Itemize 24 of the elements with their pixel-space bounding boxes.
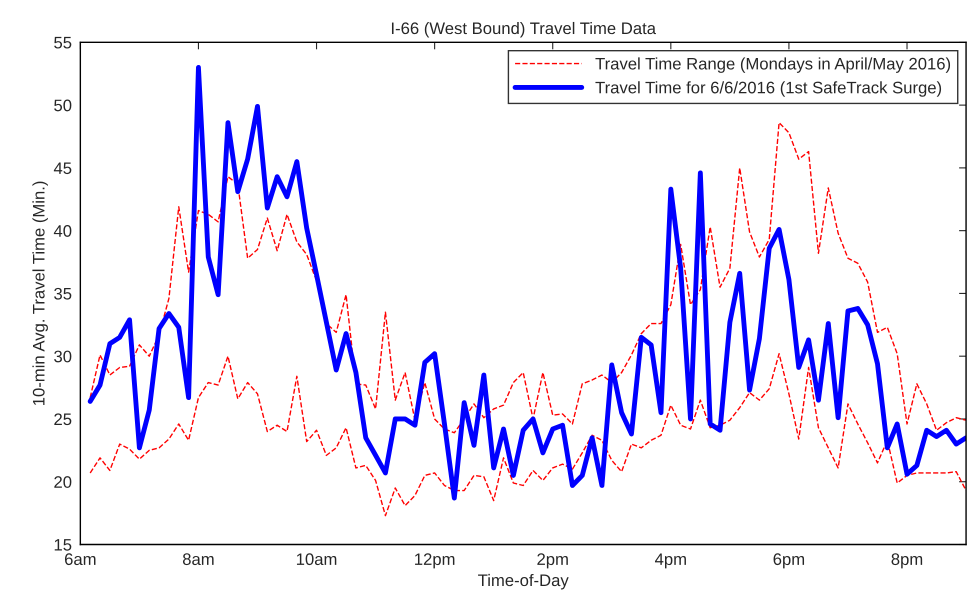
legend-label: Travel Time Range (Mondays in April/May 2016): [595, 57, 950, 73]
x-tick-label: 6pm: [774, 553, 804, 568]
y-tick-label: 20: [54, 476, 72, 488]
y-tick-label: 45: [54, 162, 72, 174]
y-tick-label: 25: [54, 413, 72, 426]
legend-label: Travel Time for 6/6/2016 (1st SafeTrack Surge): [595, 81, 942, 97]
x-axis-title: Time-of-Day: [478, 574, 569, 590]
y-tick-label: 15: [54, 539, 72, 551]
x-tick-label: 8pm: [892, 553, 922, 568]
y-tick-label: 50: [54, 100, 72, 112]
x-tick-label: 8am: [182, 553, 214, 566]
y-tick-label: 30: [54, 350, 72, 362]
line-series: [89, 352, 966, 516]
line-series: [89, 122, 966, 434]
y-tick-label: 55: [54, 36, 72, 49]
x-tick-label: 10am: [296, 553, 336, 566]
y-tick-label: 35: [54, 288, 72, 300]
chart-title: I-66 (West Bound) Travel Time Data: [392, 22, 656, 38]
x-tick-label: 2pm: [537, 553, 568, 568]
x-tick-label: 12pm: [415, 553, 454, 568]
x-tick-label: 4pm: [654, 553, 686, 568]
y-axis-title: 10-min Avg. Travel Time (Min.): [32, 182, 48, 405]
y-tick-label: 40: [54, 225, 72, 237]
x-tick-label: 6am: [64, 553, 96, 566]
